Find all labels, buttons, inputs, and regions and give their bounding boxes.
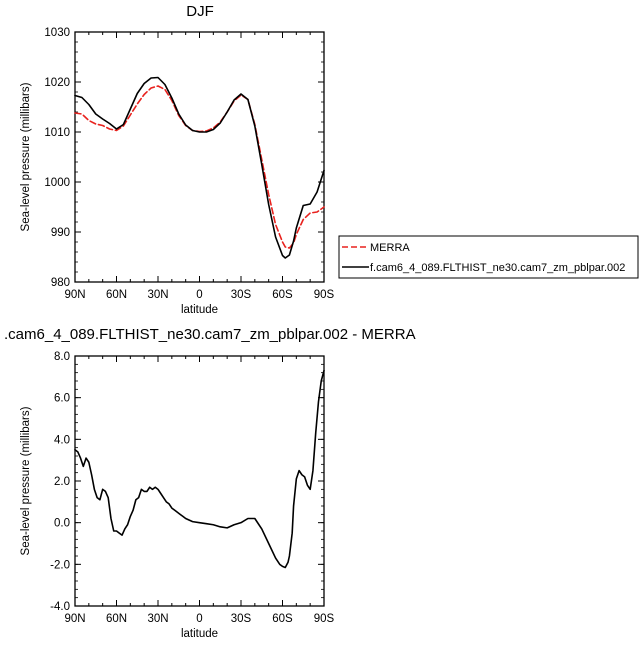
y-tick-label: 1020 <box>44 77 70 89</box>
x-axis-label: latitude <box>181 304 218 316</box>
y-tick-label: 0.0 <box>54 518 70 530</box>
x-tick-label: 30S <box>231 289 252 301</box>
x-tick-label: 90S <box>314 289 335 301</box>
x-tick-label: 0 <box>196 289 202 301</box>
y-tick-label: 6.0 <box>54 393 70 405</box>
chart-title: .cam6_4_089.FLTHIST_ne30.cam7_zm_pblpar.… <box>4 326 416 343</box>
x-tick-label: 60S <box>272 289 293 301</box>
x-tick-label: 90N <box>64 613 85 625</box>
top-panel: DJF 90N 60N 30N 0 30S 60S 90S 980 990 1000 1010 1020… <box>20 3 639 316</box>
series-line-difference <box>74 369 325 569</box>
y-tick-label: 1000 <box>44 177 70 189</box>
y-tick-label: 2.0 <box>54 476 70 488</box>
y-axis-label: Sea-level pressure (millibars) <box>20 406 32 555</box>
bottom-panel: .cam6_4_089.FLTHIST_ne30.cam7_zm_pblpar.… <box>4 326 416 640</box>
plot-frame <box>74 31 325 283</box>
y-tick-label: 1030 <box>44 27 70 39</box>
y-tick-label: -4.0 <box>50 601 70 613</box>
chart-title: DJF <box>186 3 214 20</box>
x-tick-label: 90S <box>314 613 335 625</box>
x-tick-label: 90N <box>64 289 85 301</box>
y-tick-label: -2.0 <box>50 559 70 571</box>
x-tick-label: 60N <box>106 613 127 625</box>
x-tick-label: 60N <box>106 289 127 301</box>
y-tick-label: 8.0 <box>54 351 70 363</box>
legend-entry: MERRA <box>370 242 410 254</box>
y-tick-label: 990 <box>51 227 70 239</box>
series-line-merra <box>74 85 325 249</box>
y-tick-label: 4.0 <box>54 434 70 446</box>
y-tick-label: 980 <box>51 277 70 289</box>
x-axis-label: latitude <box>181 628 218 640</box>
y-tick-label: 1010 <box>44 127 70 139</box>
legend-box <box>338 235 639 279</box>
x-tick-label: 30N <box>147 289 168 301</box>
legend-entry: f.cam6_4_089.FLTHIST_ne30.cam7_zm_pblpar… <box>370 262 625 274</box>
x-tick-label: 60S <box>272 613 293 625</box>
x-tick-label: 0 <box>196 613 202 625</box>
plot-frame <box>74 355 325 607</box>
legend: MERRA f.cam6_4_089.FLTHIST_ne30.cam7_zm_p… <box>338 235 639 279</box>
y-axis-label: Sea-level pressure (millibars) <box>20 82 32 231</box>
x-tick-label: 30S <box>231 613 252 625</box>
x-tick-label: 30N <box>147 613 168 625</box>
series-line-model <box>74 76 325 259</box>
